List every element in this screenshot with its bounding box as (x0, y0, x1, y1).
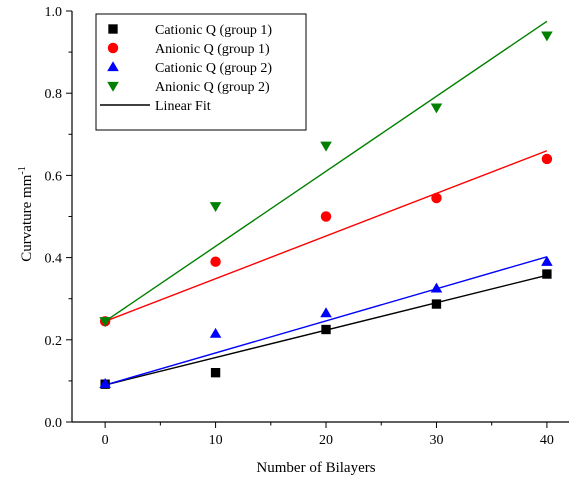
data-point-series-4 (320, 141, 332, 152)
x-tick-label: 0 (102, 433, 109, 448)
y-tick-label: 1.0 (45, 5, 63, 20)
x-tick-label: 40 (540, 433, 554, 448)
legend: Cationic Q (group 1) Anionic Q (group 1) C… (95, 13, 307, 131)
fit-line-series-3 (104, 256, 548, 386)
data-point-series-4 (430, 103, 443, 114)
y-tick-label: 0.2 (45, 334, 63, 349)
data-point-series-4 (99, 317, 111, 328)
data-point-series-3 (209, 327, 222, 338)
x-axis-title: Number of Bilayers (256, 460, 375, 476)
data-point-series-3 (541, 255, 553, 266)
legend-items: Cationic Q (group 1) Anionic Q (group 1) C… (100, 23, 272, 114)
axis-ticks (66, 10, 548, 428)
y-axis-title-superscript: -1 (17, 166, 28, 174)
data-point-series-2 (210, 256, 221, 267)
data-markers (99, 31, 553, 389)
data-point-series-2 (431, 192, 442, 204)
y-tick-label: 0.0 (45, 416, 63, 431)
data-point-series-3 (320, 307, 332, 318)
legend-marker-series-1 (108, 24, 118, 34)
y-axis-title-text: Curvature mm (19, 174, 35, 261)
data-point-series-2 (541, 153, 553, 165)
legend-label-series-4: Anionic Q (group 2) (155, 80, 270, 95)
legend-marker-series-3 (107, 61, 119, 72)
legend-marker-series-2 (107, 42, 119, 54)
data-point-series-4 (209, 202, 222, 212)
fit-line-series-2 (104, 150, 548, 322)
legend-marker-series-4 (107, 81, 119, 92)
data-point-series-1 (431, 299, 442, 309)
y-tick-label: 0.6 (45, 169, 63, 184)
data-point-series-1 (210, 368, 221, 378)
legend-label-series-2: Anionic Q (group 1) (155, 42, 270, 57)
legend-label-series-1: Cationic Q (group 1) (155, 23, 272, 38)
x-tick-label: 20 (319, 433, 333, 448)
legend-label-linear-fit: Linear Fit (155, 99, 211, 114)
axis-tick-labels: 0 10 20 30 40 0.0 0.2 0.4 0.6 0.8 1.0 (45, 5, 554, 448)
x-tick-label: 10 (209, 433, 223, 448)
legend-box (95, 13, 307, 131)
data-point-series-2 (320, 211, 332, 222)
y-axis-title: Curvature mm-1 (17, 166, 35, 261)
y-tick-label: 0.4 (45, 252, 63, 267)
data-point-series-3 (99, 378, 111, 388)
legend-label-series-3: Cationic Q (group 2) (155, 61, 272, 76)
fit-line-series-4 (104, 20, 548, 322)
x-tick-label: 30 (429, 433, 443, 448)
data-point-series-1 (321, 324, 331, 335)
data-point-series-4 (541, 31, 553, 42)
data-point-series-3 (430, 282, 443, 293)
data-point-series-1 (542, 269, 552, 279)
y-tick-label: 0.8 (45, 87, 63, 102)
